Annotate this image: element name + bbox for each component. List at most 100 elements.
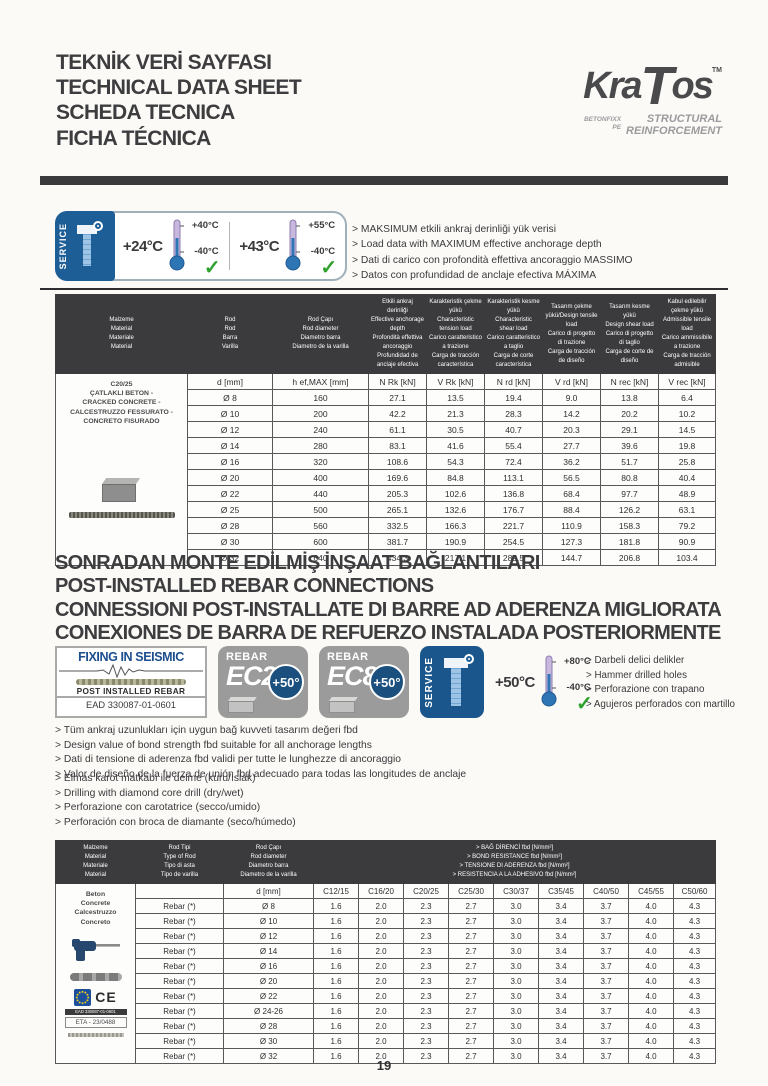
table-cell: 3.0 (493, 958, 539, 974)
table-cell: 4.0 (628, 1018, 674, 1034)
table-cell: 72.4 (484, 453, 543, 470)
table-cell: 56.5 (542, 469, 601, 486)
table-cell: 40.7 (484, 421, 543, 438)
table-cell: Ø 20 (187, 469, 273, 486)
concrete-block-icon (228, 701, 254, 713)
subheader-cell: C30/37 (493, 883, 539, 899)
brand-wordmark: KraTosTM (532, 59, 722, 113)
page-number: 19 (376, 1058, 392, 1073)
table-cell: 79.2 (658, 517, 716, 534)
rebar-ec2-badge: REBAR EC2 +50° (218, 646, 308, 718)
table-cell: 2.7 (448, 928, 494, 944)
material-cell: Beton Concrete Calcestruzzo Concreto (55, 883, 136, 1064)
table-row: Rebar (*) Ø 8 1.6 2.0 2.3 2.7 3.0 3.4 3.7 4.0 4.3 (56, 898, 717, 914)
table-cell: 3.7 (583, 898, 629, 914)
col-header: Rod Rod Barra Varilla (187, 294, 273, 374)
seismic-title: FIXING IN SEISMIC (78, 650, 184, 664)
brand-t: T (640, 56, 674, 116)
table-cell: 381.7 (368, 533, 427, 550)
table-cell: 2.0 (358, 1003, 404, 1019)
table-cell: 3.7 (583, 1018, 629, 1034)
ambient-temp: +43°C (239, 237, 280, 255)
table-cell: 2.3 (403, 1018, 449, 1034)
table-cell: 176.7 (484, 501, 543, 518)
table-cell: 14.5 (658, 421, 716, 438)
table-cell: 2.0 (358, 913, 404, 929)
table-cell: 1.6 (313, 958, 359, 974)
table-cell: 2.0 (358, 1018, 404, 1034)
table-cell: Ø 16 (187, 453, 273, 470)
table-cell: Rebar (*) (135, 988, 224, 1004)
table-cell: 68.4 (542, 485, 601, 502)
table-cell: 3.0 (493, 973, 539, 989)
table-cell: Ø 22 (223, 988, 314, 1004)
table-cell: 181.8 (600, 533, 659, 550)
table-cell: Ø 28 (187, 517, 273, 534)
table-cell: 19.8 (658, 437, 716, 454)
table-cell: 2.0 (358, 1048, 404, 1064)
table-cell: Ø 32 (223, 1048, 314, 1064)
table-row: Rebar (*) Ø 16 1.6 2.0 2.3 2.7 3.0 3.4 3.7 4.0 4.3 (56, 958, 717, 974)
table-cell: 4.0 (628, 943, 674, 959)
table2-subheader-row: Beton Concrete Calcestruzzo Concreto (55, 883, 717, 1064)
table-cell: 25.8 (658, 453, 716, 470)
brand-betonfixx: BETONFIXX PE (583, 115, 622, 132)
table-cell: 4.0 (628, 898, 674, 914)
drilling-method-notes: > Elmas karot matkabı ile delme (kuru/ıs… (55, 772, 296, 830)
table-cell: 3.0 (493, 1003, 539, 1019)
table-cell: 2.7 (448, 1033, 494, 1049)
col-header: Rod Çapı Rod diameter Diametro barra Dia… (223, 840, 314, 884)
table-cell: 3.7 (583, 1003, 629, 1019)
table-cell: 4.3 (672, 1048, 717, 1064)
table-cell: 4.0 (628, 913, 674, 929)
subheader-cell: V rd [kN] (542, 373, 601, 390)
ambient-temp: +24°C (122, 237, 163, 255)
table-cell: 500 (272, 501, 369, 518)
table-row: Rebar (*) Ø 28 1.6 2.0 2.3 2.7 3.0 3.4 3.7 4.0 4.3 (56, 1018, 717, 1034)
table-cell: Ø 28 (223, 1018, 314, 1034)
table-cell: 27.7 (542, 437, 601, 454)
subheader-cell: N rec [kN] (600, 373, 659, 390)
table-cell: 20.3 (542, 421, 601, 438)
table-row: Rebar (*) Ø 14 1.6 2.0 2.3 2.7 3.0 3.4 3.7 4.0 4.3 (56, 943, 717, 959)
table-cell: 2.7 (448, 913, 494, 929)
table-row: Rebar (*) Ø 30 1.6 2.0 2.3 2.7 3.0 3.4 3.7 4.0 4.3 (56, 1033, 717, 1049)
table-cell: Ø 14 (223, 943, 314, 959)
eu-flag-icon (74, 988, 92, 1006)
table-cell: Rebar (*) (135, 1003, 224, 1019)
table-cell: 2.3 (403, 928, 449, 944)
table-cell: Rebar (*) (135, 1033, 224, 1049)
note-line: > MAKSIMUM etkili ankraj derinliği yük v… (352, 224, 556, 235)
table-cell: 1.6 (313, 898, 359, 914)
table-cell: 265.1 (368, 501, 427, 518)
table-cell: 4.0 (628, 958, 674, 974)
table-cell: Ø 12 (187, 421, 273, 438)
table-cell: 4.3 (672, 928, 717, 944)
table-cell: Ø 32 (187, 549, 273, 566)
table-cell: 2.0 (358, 958, 404, 974)
table-cell: Ø 20 (223, 973, 314, 989)
table-cell: Ø 14 (187, 437, 273, 454)
table-cell: 39.6 (600, 437, 659, 454)
table-cell: 126.2 (600, 501, 659, 518)
table-cell: 3.4 (538, 913, 584, 929)
table-cell: 3.0 (493, 1018, 539, 1034)
table-cell: 221.7 (484, 517, 543, 534)
table-cell: 4.3 (672, 1033, 717, 1049)
drill-bits-icon (69, 972, 122, 981)
check-icon: ✓ (203, 257, 221, 279)
table-cell: 10.2 (658, 405, 716, 422)
table-cell: Ø 24-26 (223, 1003, 314, 1019)
table-cell: 4.0 (628, 928, 674, 944)
certification-badges: FIXING IN SEISMIC POST INSTALLED REBAR E… (55, 646, 615, 718)
table-cell: 289.5 (484, 549, 543, 566)
note-line: > Perforazione con trapano (586, 684, 705, 696)
eta-number: ETA - 23/0488 (64, 1017, 127, 1029)
service-temperature-box: SERVICE +24°C +40°C -40°C ✓ +43°C (55, 211, 347, 281)
table-cell: 2.3 (403, 913, 449, 929)
table-cell: 1.6 (313, 943, 359, 959)
drilled-holes-notes: > Darbeli delici delikler > Hammer drille… (586, 654, 735, 713)
kratos-logo: KraTosTM BETONFIXX PE STRUCTURAL REINFOR… (532, 59, 722, 138)
page-title-line: TEKNİK VERİ SAYFASI (56, 51, 272, 74)
note-line: > Dati di tensione di aderenza fbd valid… (55, 754, 402, 766)
